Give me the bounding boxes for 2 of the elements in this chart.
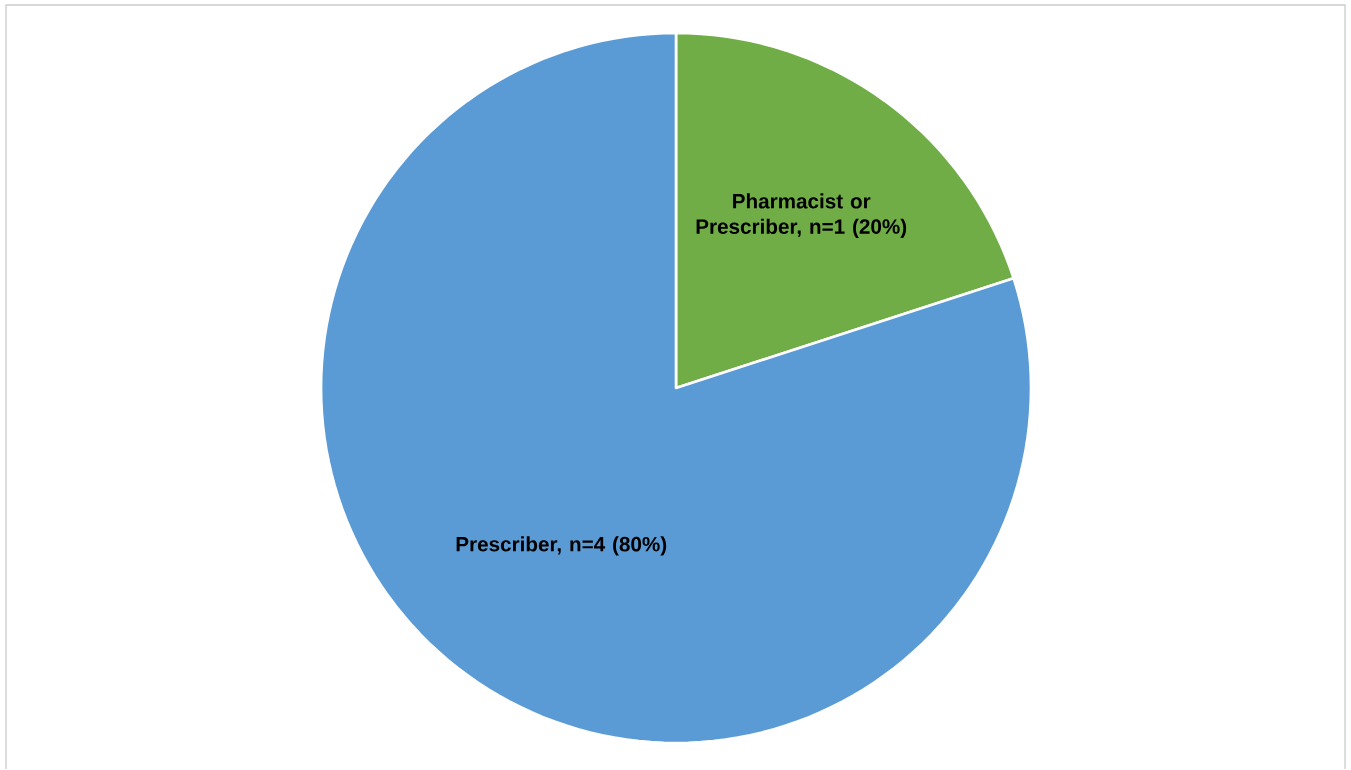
slice-label: Pharmacist or Prescriber, n=1 (20%) — [696, 193, 907, 239]
slice-label: Prescriber, n=4 (80%) — [456, 536, 667, 556]
